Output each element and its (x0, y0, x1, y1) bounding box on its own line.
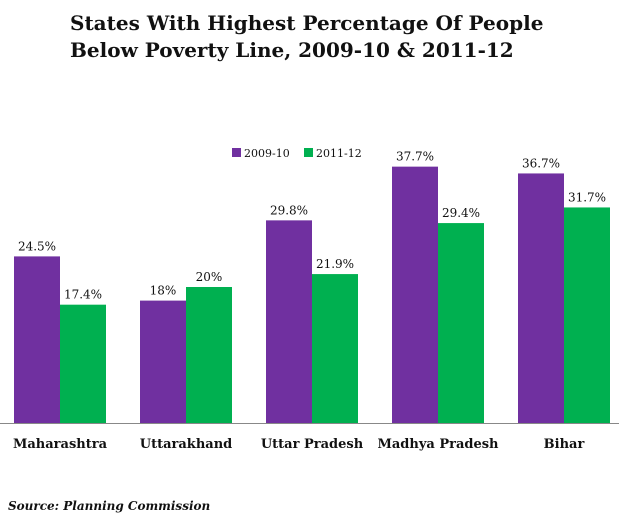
data-label-uttarakhand-2009-10: 18% (150, 284, 177, 298)
legend-swatch-2009-10 (232, 148, 241, 157)
data-label-uttar-pradesh-2011-12: 21.9% (316, 257, 354, 271)
bar-bihar-2011-12 (564, 207, 610, 423)
category-label-uttar-pradesh: Uttar Pradesh (261, 437, 364, 452)
legend-swatch-2011-12 (304, 148, 313, 157)
legend-label-2011-12: 2011-12 (316, 147, 362, 160)
legend-label-2009-10: 2009-10 (244, 147, 290, 160)
bar-maharashtra-2009-10 (14, 256, 60, 423)
data-label-bihar-2011-12: 31.7% (568, 190, 606, 204)
category-label-maharashtra: Maharashtra (13, 437, 108, 452)
chart-title-line-2: Below Poverty Line, 2009-10 & 2011-12 (70, 38, 514, 62)
chart-title-line-1: States With Highest Percentage Of People (70, 11, 544, 35)
chart-title: States With Highest Percentage Of People… (70, 10, 590, 64)
data-label-madhya-pradesh-2009-10: 37.7% (396, 150, 434, 164)
bar-madhya-pradesh-2011-12 (438, 223, 484, 423)
data-label-maharashtra-2009-10: 24.5% (18, 239, 56, 253)
bar-uttar-pradesh-2009-10 (266, 220, 312, 423)
data-label-madhya-pradesh-2011-12: 29.4% (442, 206, 480, 220)
bar-madhya-pradesh-2009-10 (392, 166, 438, 423)
data-label-maharashtra-2011-12: 17.4% (64, 288, 102, 302)
bar-uttarakhand-2009-10 (140, 300, 186, 423)
category-label-uttarakhand: Uttarakhand (140, 437, 232, 452)
data-label-uttarakhand-2011-12: 20% (196, 270, 223, 284)
category-label-madhya-pradesh: Madhya Pradesh (377, 437, 499, 452)
bar-bihar-2009-10 (518, 173, 564, 423)
bar-uttarakhand-2011-12 (186, 287, 232, 423)
category-label-bihar: Bihar (544, 437, 585, 452)
data-label-bihar-2009-10: 36.7% (522, 156, 560, 170)
data-label-uttar-pradesh-2009-10: 29.8% (270, 203, 308, 217)
source-note: Source: Planning Commission (8, 499, 211, 513)
bar-maharashtra-2011-12 (60, 304, 106, 423)
bar-uttar-pradesh-2011-12 (312, 274, 358, 423)
